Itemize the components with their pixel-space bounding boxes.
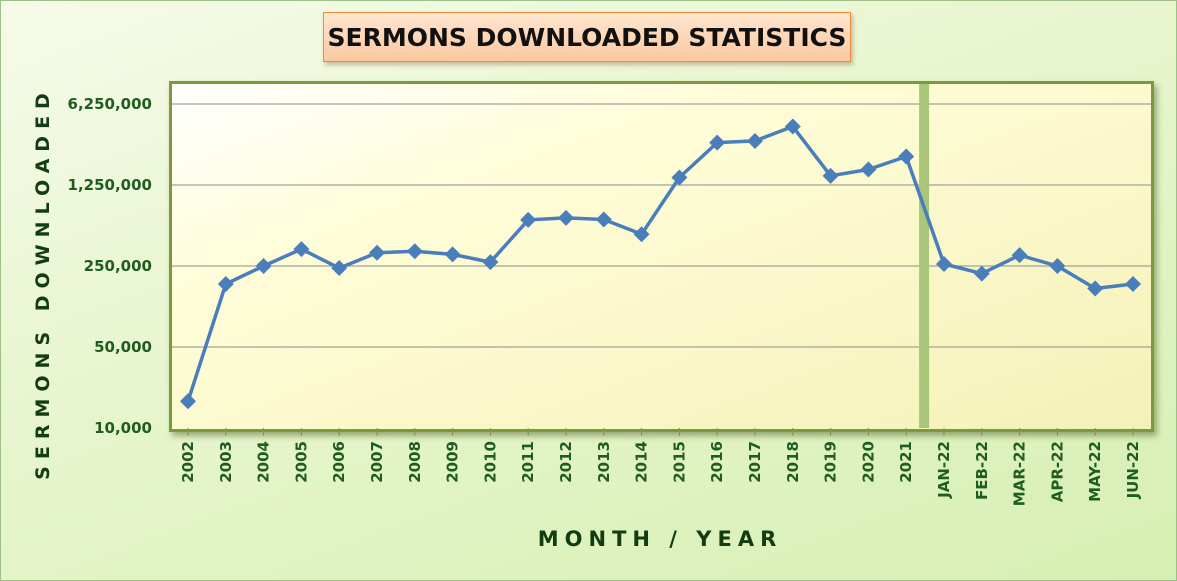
data-point-marker (709, 134, 726, 151)
data-point-marker (973, 265, 990, 282)
data-point-marker (180, 393, 196, 410)
data-point-marker (558, 209, 574, 226)
y-tick-label: 50,000 (94, 338, 152, 356)
x-tick-label: 2002 (179, 441, 197, 483)
data-point-marker (747, 132, 763, 149)
data-point-marker (595, 211, 612, 228)
data-point-marker (822, 167, 839, 184)
data-point-marker (1087, 280, 1104, 297)
y-axis-label: SERMONS DOWNLOADED (32, 86, 54, 480)
x-tick-label: JUN-22 (1124, 441, 1142, 499)
series-line (186, 124, 1134, 402)
data-point-marker (520, 211, 537, 228)
data-point-marker (255, 258, 272, 274)
data-point-marker (369, 244, 385, 261)
x-tick-label: FEB-22 (973, 441, 991, 500)
x-tick-label: 2020 (859, 441, 877, 483)
data-point-marker (633, 226, 650, 243)
x-tick-label: 2012 (557, 441, 575, 483)
x-tick-label: MAY-22 (1086, 441, 1104, 502)
x-tick-label: 2008 (406, 441, 424, 483)
y-tick-label: 10,000 (94, 419, 152, 437)
x-tick-label: 2007 (368, 441, 386, 483)
data-point-marker (482, 254, 499, 271)
data-point-marker (293, 241, 310, 258)
x-tick-label: 2003 (217, 441, 235, 483)
data-point-marker (1011, 247, 1028, 264)
data-point-marker (898, 148, 915, 165)
x-tick-label: 2011 (519, 441, 537, 483)
y-tick-label: 1,250,000 (68, 176, 152, 194)
data-point-marker (406, 243, 423, 260)
data-point-marker (217, 275, 234, 292)
x-tick-label: 2004 (255, 441, 273, 483)
x-tick-label: 2016 (708, 441, 726, 483)
x-tick-label: 2010 (481, 441, 499, 483)
plot-area (169, 81, 1154, 432)
x-tick-label: APR-22 (1048, 441, 1066, 502)
x-tick-label: 2018 (784, 441, 802, 483)
x-tick-label: 2015 (670, 441, 688, 483)
x-tick-label: MAR-22 (1011, 441, 1029, 506)
x-tick-label: JAN-22 (935, 441, 953, 499)
y-tick-label: 250,000 (84, 257, 152, 275)
chart-title: SERMONS DOWNLOADED STATISTICS (323, 12, 851, 62)
x-tick-label: 2021 (897, 441, 915, 483)
data-point-marker (1125, 275, 1141, 292)
x-axis-label: MONTH / YEAR (538, 527, 783, 551)
data-point-marker (444, 246, 461, 263)
data-point-marker (784, 118, 801, 135)
y-tick-label: 6,250,000 (68, 95, 152, 113)
period-separator (919, 84, 930, 428)
data-point-marker (671, 169, 688, 186)
x-axis-ticks: 2002 2003 2004 2005 2006 2007 2008 2009 2010 2011… (179, 428, 1142, 506)
separator-group (919, 84, 930, 428)
data-point-marker (860, 161, 877, 178)
grid-lines (172, 103, 1151, 348)
y-axis-ticks: 10,000 50,000 250,000 1,250,000 6,250,000 (68, 95, 152, 437)
data-point-marker (331, 260, 348, 277)
x-tick-label: 2013 (595, 441, 613, 483)
x-tick-label: 2017 (746, 441, 764, 483)
data-point-marker (1049, 258, 1066, 274)
series-group (180, 118, 1141, 410)
x-tick-label: 2005 (292, 441, 310, 483)
x-tick-label: 2006 (330, 441, 348, 483)
x-tick-label: 2014 (633, 441, 651, 483)
x-tick-label: 2009 (444, 441, 462, 483)
data-point-marker (936, 256, 952, 273)
x-tick-label: 2019 (822, 441, 840, 483)
